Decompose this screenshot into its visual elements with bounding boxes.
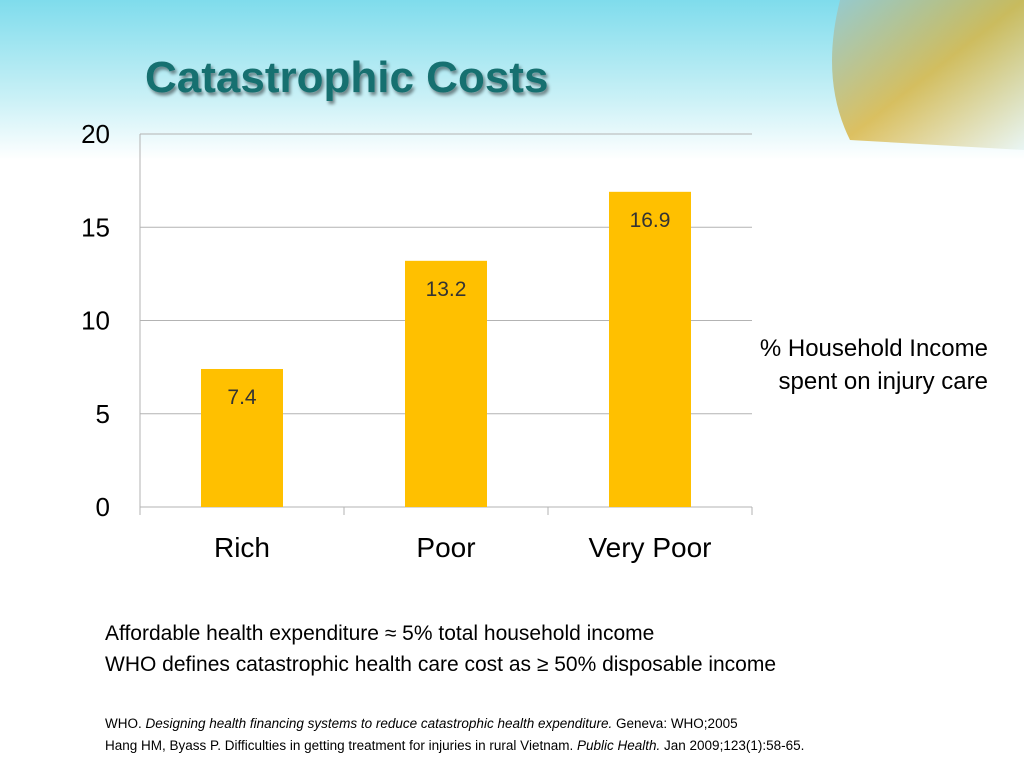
annotation: spent on injury care [779, 368, 988, 395]
y-tick-label: 0 [96, 492, 110, 522]
reference-part: Designing health financing systems to re… [146, 716, 613, 731]
reference-part: Jan 2009;123(1):58-65. [660, 738, 804, 753]
header-photo [832, 0, 1024, 150]
chart-title: Catastrophic Costs [145, 53, 548, 102]
note: Affordable health expenditure ≈ 5% total… [105, 622, 654, 645]
data-label: 7.4 [227, 386, 257, 409]
reference: WHO. Designing health financing systems … [105, 716, 738, 731]
data-label: 16.9 [630, 209, 671, 232]
y-tick-label: 15 [81, 212, 110, 242]
reference-part: Hang HM, Byass P. Difficulties in gettin… [105, 738, 577, 753]
reference-part: Public Health. [577, 738, 660, 753]
reference-part: Geneva: WHO;2005 [612, 716, 737, 731]
bar [609, 191, 691, 507]
x-tick-label: Poor [416, 532, 475, 563]
y-tick-label: 10 [81, 306, 110, 336]
x-tick-label: Very Poor [589, 532, 712, 563]
y-tick-label: 20 [81, 119, 110, 149]
reference-part: WHO. [105, 716, 146, 731]
data-label: 13.2 [426, 278, 467, 301]
bar [201, 368, 283, 507]
bar [405, 260, 487, 507]
reference: Hang HM, Byass P. Difficulties in gettin… [105, 738, 804, 753]
x-tick-label: Rich [214, 532, 270, 563]
annotation: % Household Income [760, 335, 988, 362]
note: WHO defines catastrophic health care cos… [105, 653, 776, 676]
y-tick-label: 5 [96, 399, 110, 429]
